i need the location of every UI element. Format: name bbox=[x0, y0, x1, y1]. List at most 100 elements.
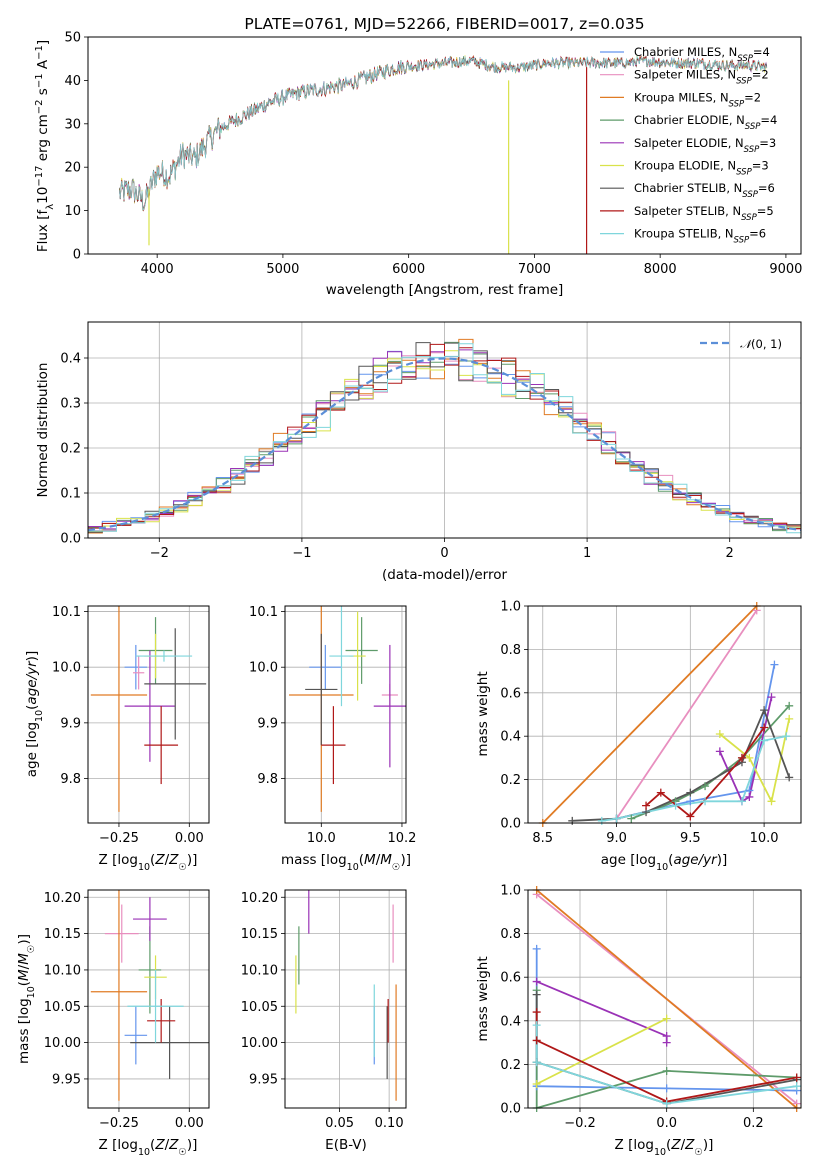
y-tick-label: 0.0 bbox=[500, 817, 521, 832]
y-tick-label: 10.10 bbox=[44, 963, 81, 978]
x-tick-label: 0.0 bbox=[656, 1116, 677, 1131]
x-axis-label: E(B-V) bbox=[325, 1137, 367, 1153]
weight-series-line bbox=[719, 718, 791, 804]
x-tick-label: −0.25 bbox=[99, 831, 139, 846]
data-point-marker bbox=[532, 1008, 541, 1017]
legend-label: Kroupa ELODIE, NSSP=3 bbox=[634, 159, 769, 178]
data-point-marker bbox=[642, 801, 651, 810]
x-tick-label: 8.5 bbox=[532, 831, 553, 846]
x-tick-label: 0.2 bbox=[743, 1116, 764, 1131]
data-point-marker bbox=[782, 732, 791, 741]
panel-5: 8.5 9.0 9.5 10.0 0.0 0.2 0.4 0.6 0.8 1.0 age [log1… bbox=[475, 600, 802, 873]
axis-frame bbox=[527, 889, 802, 1109]
x-tick-label: 9.0 bbox=[606, 831, 627, 846]
y-tick-label: 10.05 bbox=[241, 1000, 278, 1015]
y-tick-label: 0.6 bbox=[500, 686, 521, 701]
grid bbox=[285, 890, 406, 1108]
legend-label: Salpeter MILES, NSSP=2 bbox=[634, 68, 769, 87]
y-tick-label: 9.9 bbox=[60, 716, 81, 731]
panel-7: 0.05 0.10 9.95 10.00 10.05 10.10 10.15 10.20 E(B… bbox=[241, 889, 407, 1153]
data-point-marker bbox=[745, 753, 754, 762]
y-tick-label: 10.20 bbox=[44, 891, 81, 906]
x-tick-label: 8000 bbox=[644, 262, 677, 277]
x-axis-label: Z [log10(Z/Z☉)] bbox=[99, 1137, 198, 1158]
weight-series-line bbox=[615, 609, 758, 820]
x-tick-label: 9.5 bbox=[680, 831, 701, 846]
axis-frame bbox=[527, 605, 802, 824]
y-tick-label: 9.95 bbox=[52, 1072, 81, 1087]
data-point-marker bbox=[686, 812, 695, 821]
data-point-marker bbox=[715, 747, 724, 756]
weight-series-line bbox=[542, 606, 758, 823]
data-point-marker bbox=[792, 1073, 801, 1082]
y-tick-label: 10.1 bbox=[52, 605, 81, 620]
data-point-marker bbox=[671, 801, 680, 810]
y-axis-label: mass weight bbox=[475, 956, 491, 1041]
y-tick-label: 0.3 bbox=[60, 397, 81, 412]
y-tick-label: 1.0 bbox=[500, 884, 521, 899]
plot-area bbox=[90, 890, 209, 1101]
legend-label: Salpeter ELODIE, NSSP=3 bbox=[634, 136, 776, 155]
y-tick-label: 10 bbox=[64, 204, 81, 219]
data-point-marker bbox=[745, 792, 754, 801]
y-tick-label: 30 bbox=[64, 117, 81, 132]
y-axis-label: mass [log10(M/M☉)] bbox=[16, 934, 37, 1064]
x-axis-label: wavelength [Angstrom, rest frame] bbox=[326, 282, 564, 298]
data-point-marker bbox=[662, 1084, 671, 1093]
legend-label: Chabrier MILES, NSSP=4 bbox=[634, 45, 770, 64]
y-tick-label: 10.15 bbox=[241, 927, 278, 942]
data-point-marker bbox=[686, 797, 695, 806]
axis-frame bbox=[284, 889, 407, 1109]
data-point-marker bbox=[532, 1036, 541, 1045]
data-point-marker bbox=[767, 797, 776, 806]
plot-area bbox=[295, 890, 397, 1101]
data-point-marker bbox=[568, 816, 577, 825]
y-tick-label: 10.20 bbox=[241, 891, 278, 906]
data-point-marker bbox=[760, 723, 769, 732]
y-tick-label: 10.15 bbox=[44, 927, 81, 942]
data-point-marker bbox=[701, 797, 710, 806]
y-tick-label: 20 bbox=[64, 161, 81, 176]
y-tick-label: 10.00 bbox=[241, 1036, 278, 1051]
y-tick-label: 0 bbox=[73, 248, 81, 263]
weight-series-line bbox=[536, 980, 668, 1043]
x-tick-label: 2 bbox=[726, 546, 734, 561]
y-tick-label: 0.4 bbox=[500, 1014, 521, 1029]
x-tick-label: −0.2 bbox=[564, 1116, 596, 1131]
legend-label: Kroupa STELIB, NSSP=6 bbox=[634, 227, 766, 246]
spectrum-line bbox=[119, 55, 768, 211]
axis-frame bbox=[87, 605, 210, 824]
data-point-marker bbox=[737, 797, 746, 806]
x-axis-label: Z [log10(Z/Z☉)] bbox=[99, 852, 198, 873]
y-tick-label: 0.8 bbox=[500, 643, 521, 658]
data-point-marker bbox=[662, 1099, 671, 1108]
x-tick-label: 1 bbox=[583, 546, 591, 561]
gaussian-reference-curve bbox=[88, 357, 801, 532]
panel-2: −2 −1 0 1 2 0.0 0.1 0.2 0.3 0.4 (data-model)/error… bbox=[35, 321, 802, 583]
axis-frame bbox=[284, 605, 407, 824]
y-tick-label: 10.0 bbox=[52, 661, 81, 676]
data-point-marker bbox=[715, 730, 724, 739]
y-tick-label: 50 bbox=[64, 31, 81, 46]
data-point-marker bbox=[792, 1082, 801, 1091]
x-tick-label: 0.00 bbox=[175, 831, 204, 846]
data-point-marker bbox=[662, 1014, 671, 1023]
grid bbox=[285, 606, 406, 823]
plot-area bbox=[90, 606, 207, 812]
panel-6: −0.25 0.00 9.95 10.00 10.05 10.10 10.15 10.20 Z … bbox=[16, 889, 210, 1158]
y-tick-label: 0.0 bbox=[60, 532, 81, 547]
x-axis-label: mass [log10(M/M☉)] bbox=[281, 852, 411, 873]
data-point-marker bbox=[532, 1021, 541, 1030]
data-point-marker bbox=[785, 773, 794, 782]
grid bbox=[528, 605, 801, 824]
data-point-marker bbox=[656, 788, 665, 797]
data-point-marker bbox=[770, 660, 779, 669]
y-tick-label: 0.2 bbox=[60, 442, 81, 457]
data-point-marker bbox=[701, 782, 710, 791]
x-tick-label: −0.25 bbox=[99, 1116, 139, 1131]
weight-series-line bbox=[536, 1017, 668, 1085]
axis-frame bbox=[87, 321, 802, 539]
data-point-marker bbox=[760, 736, 769, 745]
legend: 𝒩(0, 1) bbox=[700, 337, 782, 351]
